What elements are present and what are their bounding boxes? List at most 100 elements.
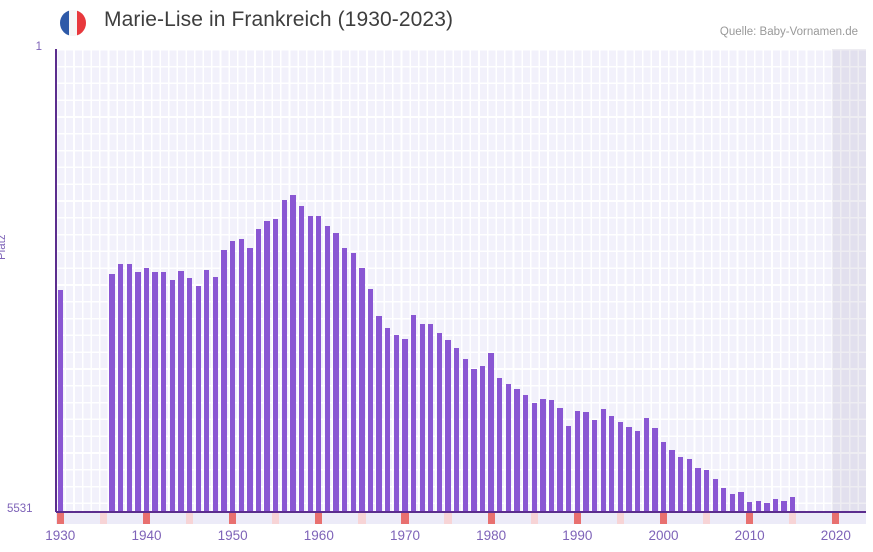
x-tick-minor-2015: [789, 513, 797, 524]
bar-1983: [514, 388, 520, 512]
chart-header: Marie-Lise in Frankreich (1930-2023) Que…: [0, 0, 873, 44]
x-axis-label-2010: 2010: [734, 528, 765, 543]
bar-1974: [436, 332, 443, 512]
x-tick-minor-1965: [358, 513, 366, 524]
bar-1955: [273, 218, 279, 512]
x-axis-label-1930: 1930: [45, 528, 76, 543]
bar-2001: [669, 449, 675, 512]
bar-1961: [324, 226, 331, 512]
x-tick-major-1970: [401, 513, 409, 524]
bar-1954: [264, 220, 270, 512]
bar-1960: [316, 216, 322, 512]
chart-plot-area: [56, 49, 866, 512]
bar-1989: [566, 425, 572, 512]
bar-1997: [634, 430, 641, 512]
bar-1976: [454, 347, 460, 512]
bar-1999: [652, 428, 658, 512]
bar-2009: [738, 491, 744, 512]
x-axis-label-1960: 1960: [303, 528, 334, 543]
bar-1944: [178, 270, 184, 512]
bar-1956: [281, 200, 287, 512]
bar-1969: [393, 335, 400, 512]
bar-1950: [229, 241, 236, 512]
x-axis-line: [56, 511, 866, 513]
bar-1959: [307, 215, 313, 512]
x-tick-major-2020: [832, 513, 840, 524]
bar-1957: [290, 195, 296, 512]
bar-1988: [557, 408, 563, 512]
bar-1945: [186, 277, 193, 512]
x-axis-label-1990: 1990: [562, 528, 593, 543]
bar-1979: [479, 366, 486, 512]
bar-1939: [135, 271, 141, 512]
x-axis-label-1950: 1950: [217, 528, 248, 543]
source-attribution: Quelle: Baby-Vornamen.de: [719, 26, 858, 38]
bar-1967: [376, 316, 382, 512]
bar-1970: [402, 339, 408, 512]
x-axis-label-2000: 2000: [648, 528, 679, 543]
bar-1985: [531, 403, 537, 512]
x-tick-major-2010: [746, 513, 754, 524]
bar-1978: [471, 368, 477, 512]
bar-2006: [712, 479, 718, 512]
flag-stripe-white: [68, 10, 78, 36]
x-tick-major-1980: [487, 513, 495, 524]
bar-2002: [678, 456, 684, 512]
bar-2013: [772, 499, 779, 512]
y-axis-top-label: 1: [35, 41, 42, 53]
bar-1977: [462, 358, 468, 512]
y-axis-bottom-label: 5531: [7, 503, 33, 515]
bar-1984: [522, 394, 529, 512]
bar-2007: [721, 488, 727, 512]
bar-2005: [703, 470, 710, 512]
bar-1949: [221, 249, 227, 512]
bar-1987: [548, 399, 555, 512]
x-axis-label-1980: 1980: [476, 528, 507, 543]
bar-1937: [117, 264, 124, 512]
x-tick-minor-2005: [702, 513, 711, 524]
bar-1951: [238, 238, 244, 512]
x-axis-label-2020: 2020: [820, 528, 851, 543]
bar-1973: [428, 323, 434, 512]
bar-1930: [57, 290, 63, 512]
x-tick-minor-1935: [99, 513, 107, 524]
bar-1980: [488, 352, 494, 512]
y-axis-line: [55, 49, 57, 512]
bar-1952: [247, 248, 253, 512]
x-tick-major-2000: [659, 513, 668, 524]
x-tick-major-1990: [573, 513, 581, 524]
bar-1972: [419, 323, 425, 512]
bar-1995: [617, 422, 624, 512]
bar-2003: [686, 459, 692, 512]
x-tick-minor-1955: [272, 513, 280, 524]
bar-1968: [385, 327, 391, 512]
bar-2012: [764, 502, 770, 512]
bar-2004: [695, 467, 701, 512]
bar-1943: [169, 280, 175, 512]
bar-1953: [255, 228, 262, 512]
bar-2000: [660, 442, 667, 512]
bar-1964: [350, 253, 356, 512]
bar-1941: [152, 272, 158, 512]
bar-1958: [298, 206, 305, 512]
flag-stripe-blue: [60, 10, 69, 36]
x-tick-minor-1945: [185, 513, 194, 524]
bar-2010: [746, 501, 753, 512]
bar-1948: [212, 276, 219, 512]
bar-1986: [540, 398, 546, 512]
x-tick-major-1960: [315, 513, 323, 524]
x-tick-major-1940: [142, 513, 151, 524]
x-tick-minor-1975: [444, 513, 452, 524]
france-flag-icon: [60, 10, 86, 36]
x-axis-label-1970: 1970: [389, 528, 421, 543]
x-tick-minor-1985: [530, 513, 538, 524]
bar-1990: [574, 411, 580, 512]
bar-2011: [755, 501, 761, 512]
bar-2014: [781, 501, 787, 512]
bar-1971: [410, 315, 417, 512]
y-axis-title: Platz: [0, 234, 8, 260]
x-axis-tick-band: [56, 513, 866, 524]
bar-1936: [109, 274, 115, 512]
bar-1993: [600, 408, 606, 512]
bar-1996: [626, 427, 632, 512]
